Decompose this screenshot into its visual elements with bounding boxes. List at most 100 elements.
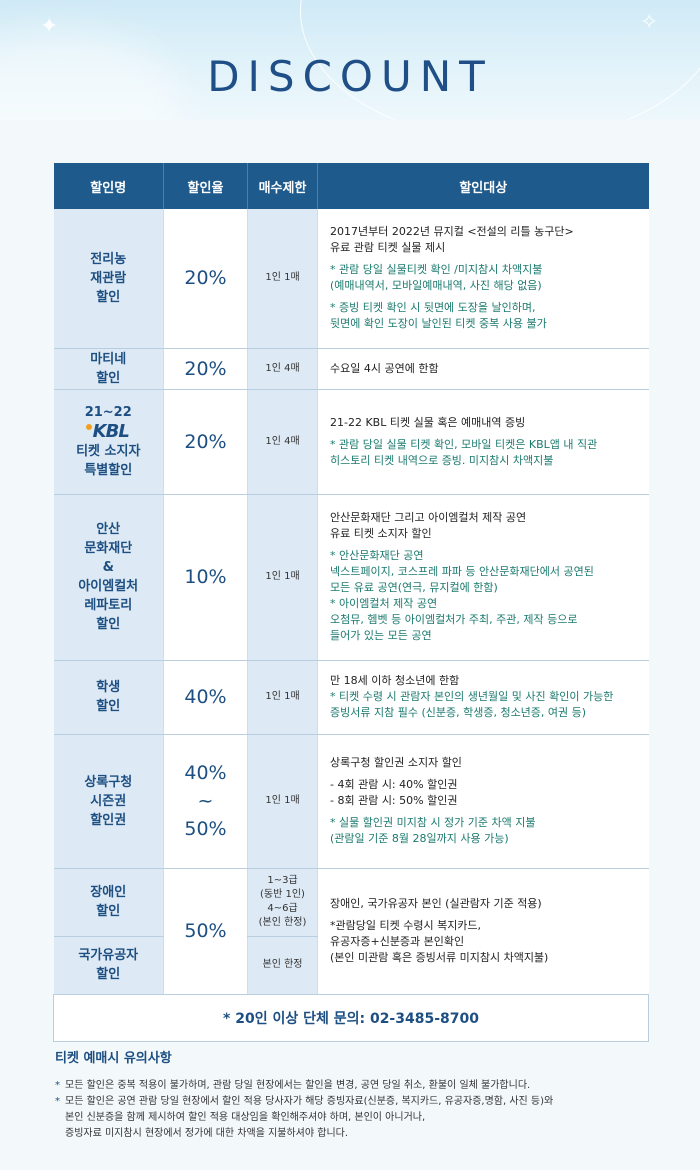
- bullet-mark: *: [55, 1096, 60, 1107]
- target-note: * 관람 당일 실물티켓 확인 /미지참시 차액지불: [330, 263, 543, 277]
- purchase-limit-line: 1~3급: [267, 875, 298, 886]
- discount-name-line: 시즌권: [90, 793, 127, 809]
- discount-rate: 50%: [163, 868, 248, 995]
- discount-target: 21-22 KBL 티켓 실물 혹은 예매내역 증빙 * 관람 당일 실물 티켓…: [317, 389, 649, 495]
- booking-notes: 티켓 예매시 유의사항 * 모든 할인은 중복 적용이 불가하며, 관람 당일 현…: [55, 1047, 655, 1142]
- discount-rate-line: 40%: [184, 762, 227, 784]
- discount-name-line: 할인: [96, 289, 121, 305]
- discount-rate: 20%: [163, 209, 248, 349]
- discount-name-line: 할인: [96, 617, 121, 632]
- discount-target: 안산문화재단 그리고 아이엠컬처 제작 공연 유료 티켓 소지자 할인 * 안산문화…: [317, 494, 649, 661]
- discount-name: 학생 할인: [53, 660, 164, 735]
- target-note: * 아이엠컬처 제작 공연: [330, 597, 438, 610]
- discount-name: 마티네 할인: [53, 348, 164, 390]
- purchase-limit: 1인 4매: [247, 348, 318, 390]
- purchase-limit: 1~3급 (동반 1인) 4~6급 (본인 한정): [247, 868, 318, 937]
- discount-rate-line: 40%: [184, 686, 227, 708]
- discount-name-line: 레파토리: [84, 598, 133, 613]
- target-note: 들어가 있는 모든 공연: [330, 629, 432, 642]
- target-note: * 실물 할인권 미지참 시 정가 기준 차액 지불: [330, 816, 536, 829]
- purchase-limit: 1인 1매: [247, 734, 318, 869]
- header-cell: 할인대상: [317, 163, 649, 209]
- sparkle-icon: ✧: [640, 10, 659, 35]
- purchase-limit: 본인 한정: [247, 936, 318, 995]
- kbl-season: 21~22: [84, 405, 132, 420]
- purchase-limit-line: (본인 한정): [258, 917, 307, 928]
- table-row: 상록구청 시즌권 할인권 40% ~50% 1인 1매 상록구청 할인권 소지자 할인 - 4…: [53, 734, 649, 869]
- target-line: 유료 관람 티켓 실물 제시: [330, 241, 446, 255]
- target-line: - 8회 관람 시: 50% 할인권: [330, 794, 458, 807]
- discount-target: 2017년부터 2022년 뮤지컬 <전설의 리틀 농구단> 유료 관람 티켓 실…: [317, 209, 649, 349]
- note-item: 본인 신분증을 함께 제시하여 할인 적용 대상임을 확인해주셔야 하며, 본인…: [55, 1110, 655, 1126]
- target-note: 모든 유료 공연(연극, 뮤지컬에 한함): [330, 581, 498, 594]
- discount-name-line: 학생: [96, 680, 121, 695]
- discount-name-line: &: [102, 560, 114, 575]
- discount-rate: 20%: [163, 348, 248, 390]
- bullet-mark: [55, 1126, 65, 1142]
- purchase-limit-line: 1인 1매: [265, 272, 300, 284]
- note-item: * 모든 할인은 공연 관람 당일 현장에서 할인 적용 당사자가 해당 증빙자료…: [55, 1094, 655, 1110]
- discount-target: 수요일 4시 공연에 한함: [317, 348, 649, 390]
- purchase-limit-line: 1인 1매: [265, 691, 300, 702]
- table-row: 21~22 KBL 티켓 소지자 특별할인 20% 1인 4매 21-22 KBL 티켓 실…: [53, 389, 649, 495]
- discount-name: 안산 문화재단 & 아이엠컬처 레파토리 할인: [53, 494, 164, 661]
- discount-name: 장애인 할인: [53, 868, 164, 937]
- bullet-mark: [55, 1110, 65, 1126]
- kbl-logo-text: KBL: [92, 421, 130, 442]
- purchase-limit: 1인 4매: [247, 389, 318, 495]
- sparkle-icon: ✦: [40, 14, 59, 39]
- discount-target: 만 18세 이하 청소년에 한함 * 티켓 수령 시 관람자 본인의 생년월일 및…: [317, 660, 649, 735]
- header-cell: 매수제한: [247, 163, 318, 209]
- purchase-limit-line: 1인 4매: [265, 362, 300, 374]
- discount-name-line: 티켓 소지자: [76, 444, 141, 459]
- discount-rate-line: 20%: [184, 357, 227, 380]
- discount-name-line: 마티네: [90, 351, 127, 367]
- discount-rate: 10%: [163, 494, 248, 661]
- discount-name-line: 할인: [96, 967, 121, 982]
- purchase-limit: 1인 1매: [247, 209, 318, 349]
- target-line: 안산문화재단 그리고 아이엠컬처 제작 공연: [330, 511, 527, 524]
- target-line: 상록구청 할인권 소지자 할인: [330, 756, 462, 769]
- discount-rate-line: ~: [197, 790, 214, 812]
- target-note: * 증빙 티켓 확인 시 뒷면에 도장을 날인하며,: [330, 301, 536, 315]
- target-note: 오첨뮤, 헴벳 등 아이엠컬처가 주최, 주관, 제작 등으로: [330, 613, 578, 626]
- target-line: 유공자증+신분증과 본인확인: [330, 935, 465, 948]
- table-row: 안산 문화재단 & 아이엠컬처 레파토리 할인 10% 1인 1매 안산문화재단 그리고 아이엠…: [53, 494, 649, 661]
- note-item: 증빙자료 미지참시 현장에서 정가에 대한 차액을 지불하셔야 합니다.: [55, 1126, 655, 1142]
- discount-name-line: 국가유공자: [78, 948, 139, 963]
- group-inquiry: * 20인 이상 단체 문의: 02-3485-8700: [53, 994, 649, 1042]
- group-inquiry-row: * 20인 이상 단체 문의: 02-3485-8700: [53, 994, 649, 1042]
- discount-rate-line: 20%: [184, 430, 227, 453]
- target-line: 21-22 KBL 티켓 실물 혹은 예매내역 증빙: [330, 415, 526, 429]
- discount-name-line: 전리농: [90, 251, 127, 267]
- table-row: 전리농 재관람 할인 20% 1인 1매 2017년부터 2022년 뮤지컬 <전설의 리…: [53, 209, 649, 349]
- purchase-limit-line: 본인 한정: [262, 959, 303, 970]
- discount-rate-line: 50%: [184, 818, 227, 840]
- hero-banner: ✦ ✧ DISCOUNT: [0, 0, 700, 120]
- discount-name-line: 특별할인: [84, 463, 133, 478]
- target-note: (관람일 기준 8월 28일까지 사용 가능): [330, 832, 509, 845]
- target-note: 증빙서류 지참 필수 (신분증, 학생증, 청소년증, 여권 등): [330, 706, 587, 719]
- table-row: 장애인 할인 50% 1~3급 (동반 1인) 4~6급 (본인 한정) 장애인, 국가유공자…: [53, 868, 649, 995]
- target-note: 히스토리 티켓 내역으로 증빙. 미지참시 차액지불: [330, 453, 554, 467]
- kbl-dot-icon: [85, 424, 92, 430]
- discount-name-line: 문화재단: [84, 541, 133, 556]
- target-line: 수요일 4시 공연에 한함: [330, 361, 439, 375]
- target-note: * 티켓 수령 시 관람자 본인의 생년월일 및 사진 확인이 가능한: [330, 690, 614, 703]
- purchase-limit-line: 1인 1매: [265, 571, 300, 582]
- purchase-limit: 1인 1매: [247, 660, 318, 735]
- kbl-logo: KBL: [55, 422, 163, 442]
- notes-heading: 티켓 예매시 유의사항: [55, 1051, 172, 1066]
- target-line: 장애인, 국가유공자 본인 (실관람자 기준 적용): [330, 897, 542, 910]
- discount-target: 상록구청 할인권 소지자 할인 - 4회 관람 시: 40% 할인권 - 8회 관람…: [317, 734, 649, 869]
- header-cell: 할인율: [163, 163, 248, 209]
- target-line: *관람당일 티켓 수령시 복지카드,: [330, 919, 482, 932]
- table-row: 마티네 할인 20% 1인 4매 수요일 4시 공연에 한함: [53, 348, 649, 390]
- target-line: - 4회 관람 시: 40% 할인권: [330, 778, 458, 791]
- note-item: * 모든 할인은 중복 적용이 불가하며, 관람 당일 현장에서는 할인을 변경,…: [55, 1078, 655, 1094]
- discount-name-line: 할인권: [90, 812, 127, 828]
- discount-name: 상록구청 시즌권 할인권: [53, 734, 164, 869]
